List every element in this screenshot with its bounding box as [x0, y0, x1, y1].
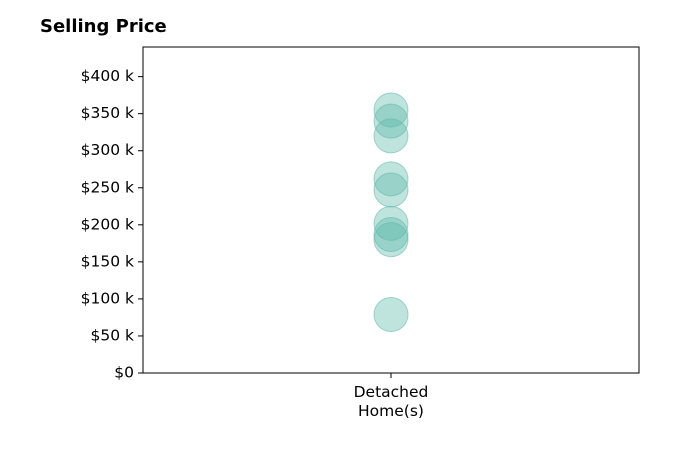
data-point — [373, 222, 409, 258]
data-point — [373, 172, 409, 208]
y-tick-label: $300 k — [81, 141, 134, 159]
data-point — [373, 205, 409, 241]
y-tick-label: $50 k — [91, 326, 135, 344]
data-points — [373, 92, 409, 332]
y-axis: $0 $50 k $100 k $150 k $200 k $250 k $300 k $35… — [81, 67, 143, 382]
y-tick-label: $250 k — [81, 178, 134, 196]
x-axis: Detached Home(s) — [354, 373, 429, 420]
data-point — [373, 296, 409, 332]
y-tick-label: $400 k — [81, 67, 134, 85]
data-point — [373, 92, 409, 128]
chart-title: Selling Price — [40, 16, 167, 37]
y-tick-label: $350 k — [81, 104, 134, 122]
y-tick-label: $0 — [114, 364, 134, 382]
y-tick-label: $100 k — [81, 289, 134, 307]
y-tick-label: $200 k — [81, 215, 134, 233]
data-point — [373, 216, 409, 252]
x-tick-label: Detached Home(s) — [354, 383, 429, 420]
data-point — [373, 103, 409, 139]
data-point — [373, 161, 409, 197]
y-tick-label: $150 k — [81, 252, 134, 270]
data-point — [373, 118, 409, 154]
